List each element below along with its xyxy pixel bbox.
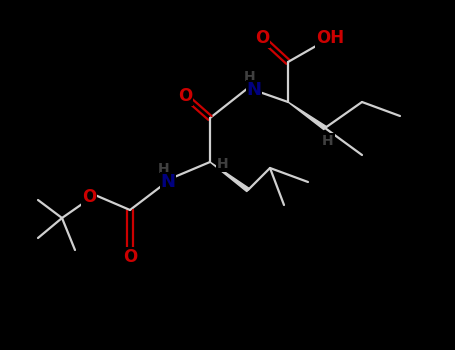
Polygon shape	[288, 102, 326, 130]
Text: H: H	[244, 70, 256, 84]
Text: H: H	[158, 162, 170, 176]
Text: H: H	[217, 157, 229, 171]
Text: OH: OH	[316, 29, 344, 47]
Text: O: O	[255, 29, 269, 47]
Text: O: O	[178, 87, 192, 105]
Text: O: O	[123, 248, 137, 266]
Polygon shape	[210, 162, 249, 191]
Text: N: N	[247, 81, 262, 99]
Text: N: N	[161, 173, 176, 191]
Text: H: H	[322, 134, 334, 148]
Text: O: O	[82, 188, 96, 206]
